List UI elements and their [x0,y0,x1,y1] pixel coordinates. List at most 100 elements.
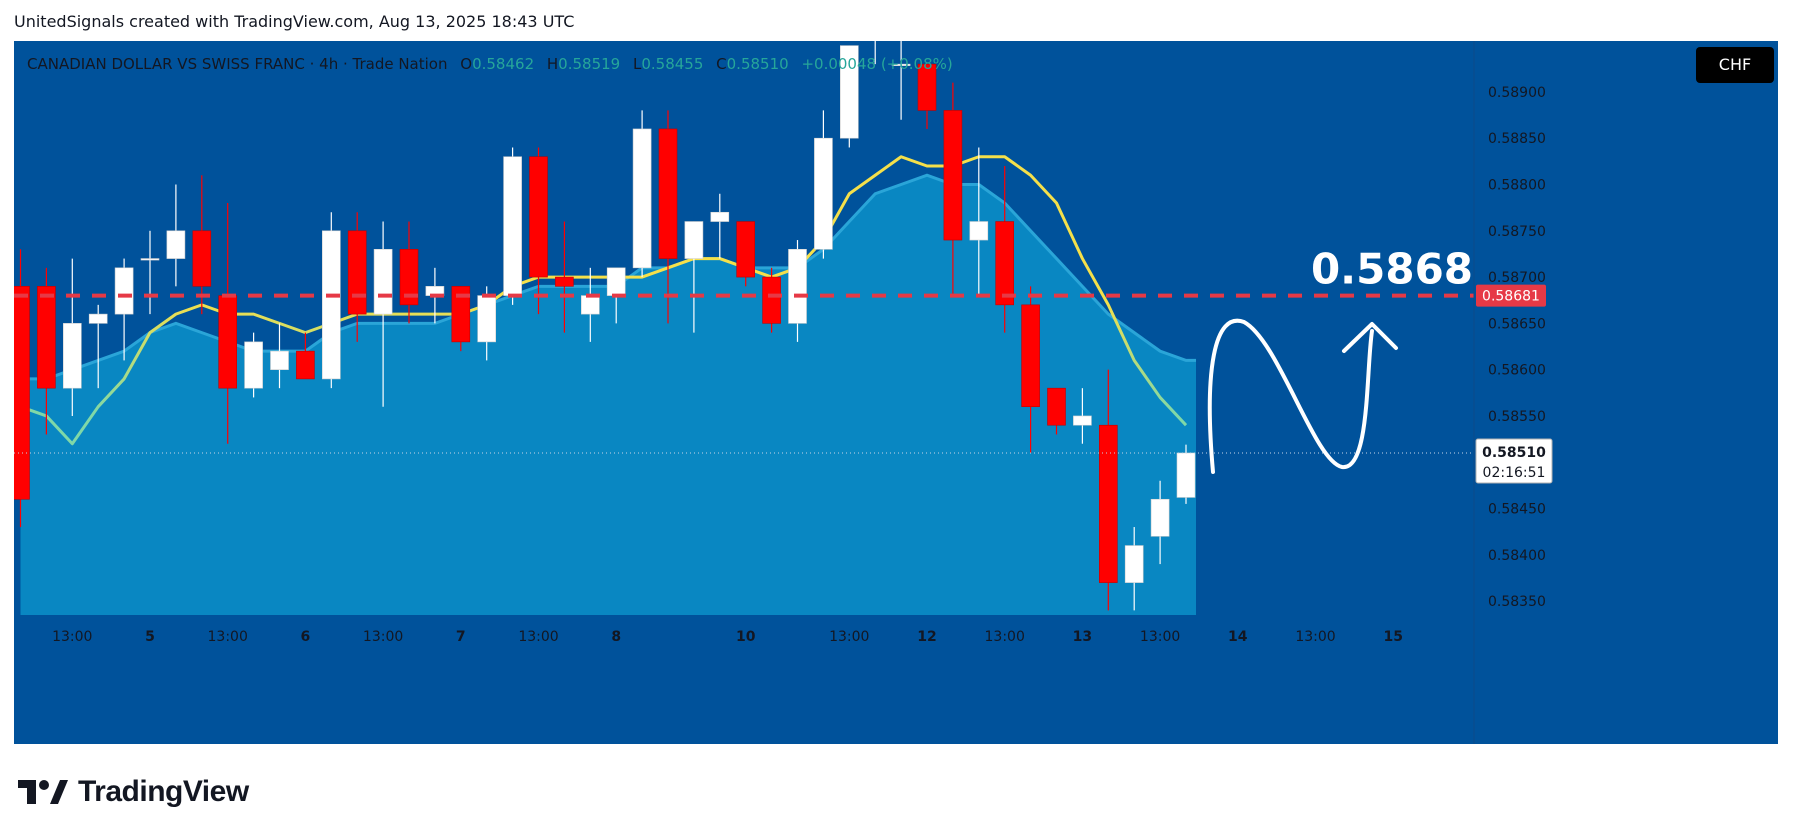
candle-body [88,313,108,324]
time-axis-strip [14,615,1778,744]
target-price-badge [1476,284,1546,307]
price-tick: 0.58700 [1488,270,1546,286]
candle-42 [1099,369,1118,611]
candle-14 [373,221,393,407]
candle-31 [814,110,833,259]
candle-body [839,45,859,139]
candle-body [1021,304,1040,407]
last-price-badge [1475,438,1553,484]
close-value: 0.58510 [726,55,789,73]
candle-44 [1150,480,1170,565]
tradingview-logo[interactable]: TradingView [16,772,249,812]
symbol-legend[interactable]: CANADIAN DOLLAR VS SWISS FRANC · 4h · Tr… [27,55,953,73]
candle-body [37,286,56,389]
candle-body [995,221,1015,306]
candle-body [1073,415,1092,426]
candle-25 [658,110,678,324]
time-tick: 13:00 [518,629,558,645]
indicator-area-fill [20,175,1196,615]
candle-body [943,110,963,241]
candle-body [814,137,833,250]
candle-27 [710,193,730,259]
low-label: L [632,55,642,73]
candle-body [684,221,704,259]
candle-body [166,230,186,259]
candle-body [1124,545,1144,583]
candle-body [736,221,756,278]
candle-body [1047,387,1066,426]
candle-26 [684,221,704,333]
time-tick: 15 [1383,629,1402,645]
candle-22 [580,267,600,342]
candle-38 [995,165,1015,333]
target-price-badge-text: 0.58681 [1482,289,1540,305]
time-tick: 13:00 [208,629,248,645]
candle-4 [114,258,134,361]
time-tick: 7 [456,629,466,645]
time-tick: 12 [917,629,936,645]
chart-panel[interactable]: 0.5868 0.58900 0.58850 0.58800 0.58750 0.587… [14,41,1778,744]
candle-body [296,350,315,380]
candle-40 [1047,387,1066,435]
candle-8 [218,203,237,444]
candle-6 [166,184,186,287]
projection-arrowhead-icon [1342,322,1398,353]
candle-32 [839,45,859,148]
candle-0 [14,249,30,528]
candle-43 [1124,527,1144,611]
candle-body [244,341,263,389]
candle-body [580,295,600,315]
candle-body [788,249,807,324]
candle-body [140,258,160,261]
tradingview-mark-icon [18,780,68,804]
candle-30 [788,240,807,342]
time-tick: 13:00 [363,629,403,645]
candle-body [270,350,289,370]
price-tick: 0.58800 [1488,178,1546,194]
change-value: +0.00048 (+0.08%) [801,55,953,73]
symbol-name: CANADIAN DOLLAR VS SWISS FRANC · 4h · Tr… [27,55,448,73]
candle-body [891,63,911,66]
open-value: 0.58462 [472,55,535,73]
price-tick: 0.58350 [1488,594,1546,610]
candle-body [321,230,341,380]
candle-body [451,286,471,343]
price-tick: 0.58900 [1488,85,1546,101]
candle-39 [1021,286,1040,453]
time-tick: 13:00 [829,629,869,645]
indicator-area [20,175,1196,615]
last-price-badge-text: 0.58510 [1482,445,1546,461]
moving-average-line [19,155,1188,446]
low-value: 0.58455 [641,55,704,73]
price-tick: 0.58750 [1488,224,1546,240]
candle-35 [917,63,937,129]
candle-body [62,323,82,389]
target-price-label: 0.5868 [1311,245,1473,294]
time-tick: 6 [301,629,311,645]
candle-19 [503,147,522,305]
candle-3 [88,304,108,389]
candle-12 [321,212,341,389]
candle-body [399,249,419,306]
candle-body [503,156,522,296]
candle-body [14,286,30,500]
candle-body [192,230,212,287]
candle-body [477,295,497,343]
candle-29 [762,267,781,333]
candle-body [632,128,652,269]
candle-41 [1073,388,1092,444]
time-tick: 13 [1073,629,1092,645]
overlays: 0.5868 [14,245,1474,474]
candle-2 [62,258,82,416]
currency-button[interactable]: CHF [1696,47,1774,83]
price-tick: 0.58600 [1488,363,1546,379]
close-label: C [716,55,727,73]
candle-body [114,267,134,315]
candle-45 [1176,444,1196,504]
axes: 0.589000.588500.588000.587500.587000.586… [14,41,1778,744]
candle-body [762,276,781,324]
candle-7 [192,175,212,315]
price-chart[interactable]: 0.5868 0.589000.588500.588000.587500.587… [14,41,1778,744]
time-tick: 10 [736,629,756,645]
candle-body [1176,452,1196,498]
